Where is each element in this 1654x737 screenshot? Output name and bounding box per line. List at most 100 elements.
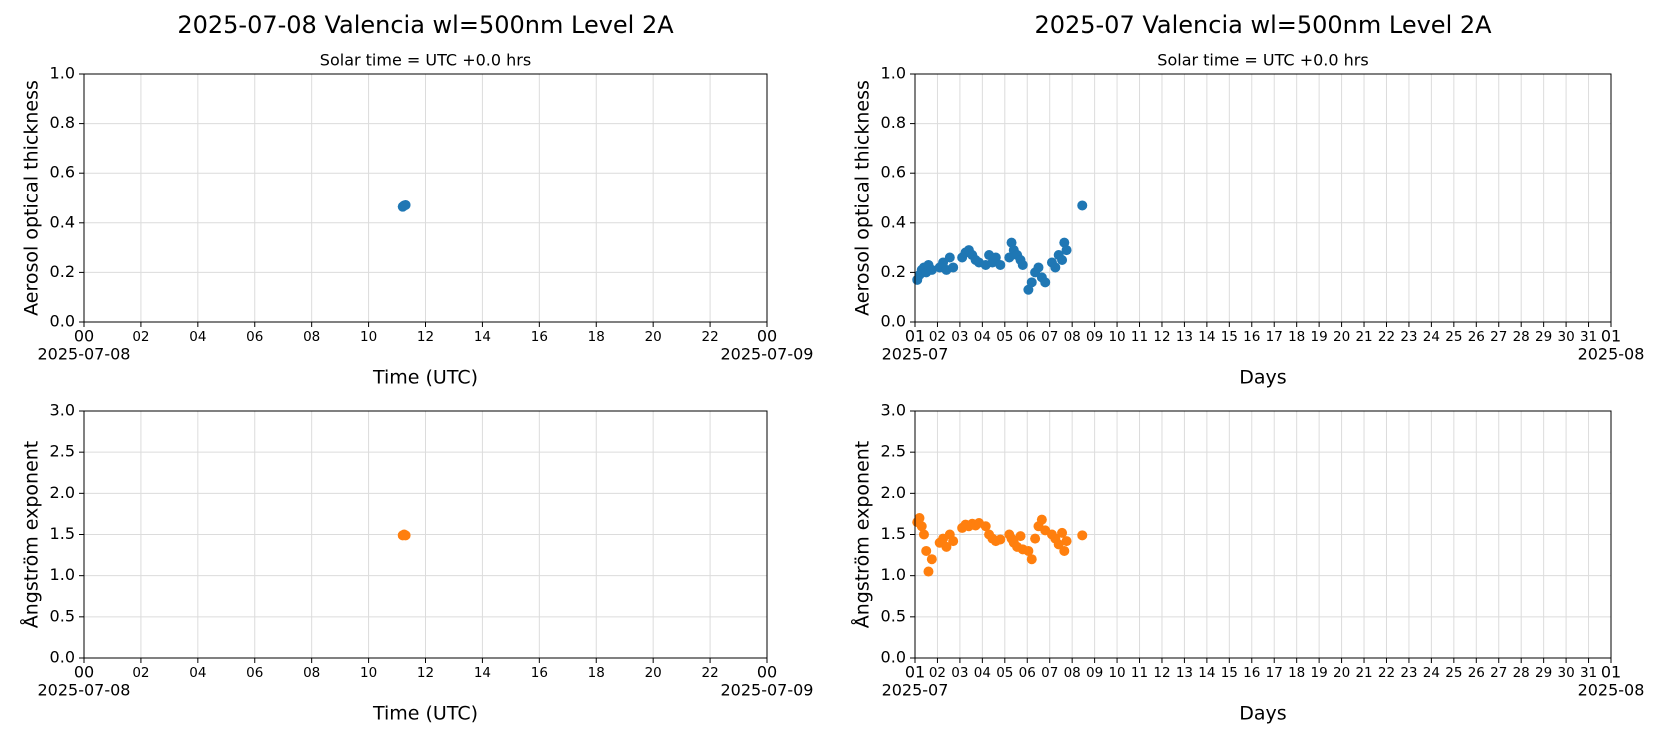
y-tick-label: 1.0 <box>50 64 75 83</box>
chart-title: 2025-07-08 Valencia wl=500nm Level 2A <box>177 11 674 39</box>
x-tick-label: 00 <box>757 663 777 682</box>
x-tick-label: 01 <box>1601 663 1621 682</box>
scatter-point <box>995 259 1006 270</box>
scatter-point <box>1023 284 1034 295</box>
x-tick-label: 15 <box>1221 329 1238 345</box>
x-tick-label: 16 <box>531 665 548 681</box>
scatter-point <box>1015 531 1026 542</box>
x-tick-label: 19 <box>1311 329 1328 345</box>
y-tick-label: 2.5 <box>50 442 75 461</box>
x-tick-label: 01 <box>905 327 925 346</box>
x-tick-label: 09 <box>1086 329 1103 345</box>
x-tick-label: 14 <box>1198 329 1215 345</box>
x-tick-label: 25 <box>1445 329 1462 345</box>
axes-frame <box>83 73 768 323</box>
x-tick-label: 18 <box>1288 329 1305 345</box>
x-tick-label: 12 <box>417 329 434 345</box>
y-tick-label: 0.2 <box>50 262 75 281</box>
y-tick-label: 0.2 <box>881 262 906 281</box>
x-tick-label: 14 <box>474 665 491 681</box>
scatter-point <box>1023 545 1034 556</box>
x-tick-label: 22 <box>1378 329 1395 345</box>
x-tick-label: 18 <box>588 329 605 345</box>
y-axis-label: Aerosol optical thickness <box>21 80 43 316</box>
scatter-point <box>1077 530 1088 541</box>
x-tick-label: 08 <box>303 665 320 681</box>
x-date-label: 2025-08 <box>1578 345 1645 364</box>
x-tick-label: 06 <box>246 329 263 345</box>
x-tick-label: 12 <box>1153 665 1170 681</box>
x-tick-label: 09 <box>1086 665 1103 681</box>
x-tick-label: 04 <box>189 665 206 681</box>
x-tick-label: 28 <box>1513 665 1530 681</box>
chart-title: 2025-07 Valencia wl=500nm Level 2A <box>1034 11 1492 39</box>
scatter-point <box>1057 527 1068 538</box>
scatter-point <box>400 199 411 210</box>
scatter-point <box>948 536 959 547</box>
x-tick-label: 11 <box>1131 329 1148 345</box>
x-tick-label: 11 <box>1131 665 1148 681</box>
x-tick-label: 06 <box>1019 665 1036 681</box>
x-tick-label: 03 <box>951 329 968 345</box>
scatter-point <box>1017 259 1028 270</box>
scatter-point <box>980 521 991 532</box>
x-tick-label: 03 <box>951 665 968 681</box>
x-tick-label: 10 <box>360 665 377 681</box>
x-tick-label: 26 <box>1468 329 1485 345</box>
scatter-point <box>941 541 952 552</box>
scatter-point <box>923 566 934 577</box>
x-tick-label: 22 <box>701 329 718 345</box>
x-tick-label: 04 <box>974 329 991 345</box>
scatter-point <box>944 252 955 263</box>
x-tick-label: 22 <box>701 665 718 681</box>
x-tick-label: 04 <box>974 665 991 681</box>
y-tick-label: 0.4 <box>881 212 906 231</box>
x-date-label: 2025-07-09 <box>721 681 814 700</box>
scatter-point <box>914 513 925 524</box>
scatter-point <box>1061 245 1072 256</box>
chart-subtitle: Solar time = UTC +0.0 hrs <box>320 51 531 70</box>
scatter-point <box>1026 554 1037 565</box>
x-tick-label: 18 <box>588 665 605 681</box>
x-tick-label: 08 <box>303 329 320 345</box>
x-tick-label: 13 <box>1176 329 1193 345</box>
scatter-point <box>1061 536 1072 547</box>
x-tick-label: 10 <box>1108 665 1125 681</box>
x-tick-label: 26 <box>1468 665 1485 681</box>
y-tick-label: 3.0 <box>50 401 75 420</box>
scatter-point <box>1050 262 1061 273</box>
y-tick-label: 0.8 <box>881 113 906 132</box>
scatter-point <box>1053 539 1064 550</box>
y-axis-label: Aerosol optical thickness <box>852 80 874 316</box>
x-tick-label: 27 <box>1490 329 1507 345</box>
x-tick-label: 01 <box>905 663 925 682</box>
x-tick-label: 20 <box>645 329 662 345</box>
x-tick-label: 06 <box>1019 329 1036 345</box>
scatter-point <box>916 521 927 532</box>
y-tick-label: 0.8 <box>50 113 75 132</box>
scatter-point <box>1059 545 1070 556</box>
axes-frame <box>914 73 1612 323</box>
x-tick-label: 02 <box>929 329 946 345</box>
x-tick-label: 27 <box>1490 665 1507 681</box>
scatter-point <box>1033 262 1044 273</box>
x-tick-label: 07 <box>1041 329 1058 345</box>
x-tick-label: 21 <box>1355 329 1372 345</box>
scatter-point <box>1057 255 1068 265</box>
x-tick-label: 05 <box>996 665 1013 681</box>
y-tick-label: 2.0 <box>881 483 906 502</box>
x-tick-label: 12 <box>1153 329 1170 345</box>
scatter-point <box>1040 277 1051 288</box>
x-tick-label: 10 <box>1108 329 1125 345</box>
x-tick-label: 24 <box>1423 329 1440 345</box>
x-tick-label: 19 <box>1311 665 1328 681</box>
y-tick-label: 1.0 <box>50 565 75 584</box>
y-tick-label: 0.4 <box>50 212 75 231</box>
x-tick-label: 01 <box>1601 327 1621 346</box>
x-tick-label: 05 <box>996 329 1013 345</box>
x-date-label: 2025-07-09 <box>721 345 814 364</box>
x-tick-label: 08 <box>1064 665 1081 681</box>
y-axis-label: Ångström exponent <box>851 441 874 629</box>
scatter-point <box>1036 514 1047 525</box>
